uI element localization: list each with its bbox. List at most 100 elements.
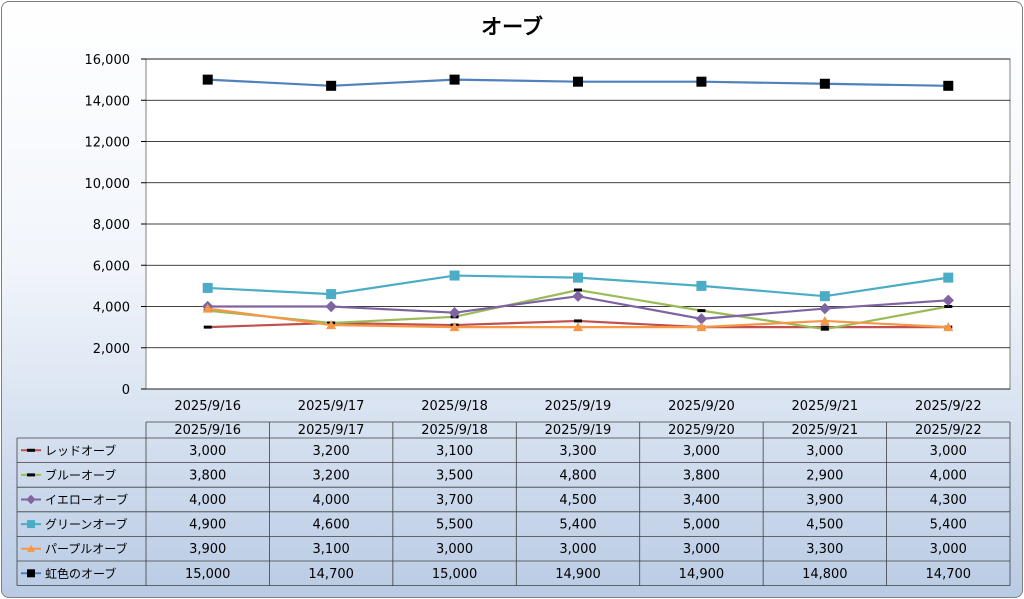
series-lines — [202, 74, 954, 332]
table-cell: 4,000 — [930, 468, 967, 483]
data-point — [819, 291, 830, 302]
chart-title: オーブ — [481, 15, 543, 39]
data-point — [819, 315, 830, 325]
table-cell: 3,100 — [436, 444, 473, 459]
x-tick-label: 2025/9/22 — [915, 399, 982, 414]
legend-key — [21, 569, 41, 578]
data-point — [27, 448, 35, 452]
table-cell: 5,500 — [436, 518, 473, 533]
data-point — [202, 282, 213, 293]
table-header-label: 2025/9/22 — [915, 423, 982, 438]
table-cell: 5,000 — [683, 518, 720, 533]
table-row: ブルーオーブ 3,800 3,200 3,500 4,800 3,800 2,900 4,00… — [21, 467, 967, 483]
data-point — [203, 325, 212, 329]
table-cell: 4,900 — [189, 518, 226, 533]
data-point — [944, 305, 953, 308]
data-point — [448, 306, 461, 319]
table-cell: 3,300 — [559, 444, 596, 459]
table-header-label: 2025/9/18 — [421, 423, 488, 438]
table-cell: 14,800 — [802, 567, 848, 582]
data-point — [697, 309, 706, 313]
table-cell: 3,700 — [436, 493, 473, 508]
table-cell: 4,000 — [313, 493, 350, 508]
table-cell: 14,700 — [308, 567, 354, 582]
y-tick-label: 10,000 — [85, 177, 131, 192]
table-cell: 3,000 — [930, 542, 967, 557]
data-point — [449, 270, 460, 281]
table-cell: 3,000 — [436, 542, 473, 557]
table-cell: 3,200 — [313, 468, 350, 483]
data-point — [573, 322, 583, 332]
legend-key — [21, 473, 41, 477]
data-point — [325, 300, 337, 313]
legend-label: パープルオーブ — [45, 541, 128, 556]
data-point — [27, 520, 35, 529]
data-point — [449, 74, 460, 85]
series-パープルオーブ — [202, 303, 954, 332]
data-point — [696, 280, 707, 291]
series-グリーンオーブ — [202, 270, 954, 302]
data-table: 2025/9/16 2025/9/17 2025/9/18 2025/9/19 2025… — [16, 421, 1011, 586]
data-point — [326, 289, 337, 300]
table-cell: 3,900 — [806, 493, 843, 508]
data-point — [27, 569, 35, 578]
table-cell: 3,000 — [559, 542, 596, 557]
table-cell: 5,400 — [559, 518, 596, 533]
legend-key — [21, 448, 41, 452]
legend-label: イエローオーブ — [45, 492, 128, 507]
table-header-label: 2025/9/21 — [792, 423, 859, 438]
legend-key — [21, 494, 41, 505]
x-tick-label: 2025/9/17 — [298, 399, 365, 414]
table-cell: 4,500 — [559, 493, 596, 508]
data-point — [326, 80, 337, 91]
table-cell: 15,000 — [432, 567, 478, 582]
legend-key — [21, 544, 41, 552]
table-row: イエローオーブ 4,000 4,000 3,700 4,500 3,400 3,900 4,3… — [21, 492, 967, 508]
table-cell: 3,800 — [189, 468, 226, 483]
legend-label: レッドオーブ — [45, 443, 116, 458]
data-point — [943, 80, 954, 91]
data-point — [820, 327, 829, 331]
y-axis-ticks: 0 2,000 4,000 6,000 8,000 10,000 12,000 14,000 1… — [85, 53, 146, 398]
data-point — [820, 325, 829, 329]
data-point — [943, 272, 954, 283]
legend-key — [21, 520, 41, 529]
table-cell: 14,700 — [926, 567, 972, 582]
table-cell: 4,300 — [930, 493, 967, 508]
legend-label: ブルーオーブ — [45, 467, 116, 482]
table-header-label: 2025/9/16 — [174, 423, 241, 438]
table-cell: 4,000 — [189, 493, 226, 508]
x-tick-label: 2025/9/16 — [174, 399, 241, 414]
table-cell: 14,900 — [679, 567, 725, 582]
data-point — [573, 76, 583, 87]
table-cell: 3,000 — [806, 444, 843, 459]
series-虹色のオーブ — [202, 74, 954, 91]
legend-label: 虹色のオーブ — [45, 566, 116, 581]
x-tick-label: 2025/9/19 — [545, 399, 612, 414]
table-header-label: 2025/9/20 — [668, 423, 735, 438]
data-point — [819, 78, 830, 89]
data-point — [942, 294, 954, 307]
x-axis-ticks: 2025/9/16 2025/9/17 2025/9/18 2025/9/19 2025… — [174, 399, 981, 414]
table-cell: 4,800 — [559, 468, 596, 483]
data-point — [574, 319, 582, 323]
y-tick-label: 4,000 — [93, 301, 130, 316]
table-cell: 3,000 — [683, 542, 720, 557]
table-cell: 3,400 — [683, 493, 720, 508]
table-cell: 3,100 — [313, 542, 350, 557]
data-point — [819, 302, 831, 315]
table-cell: 2,900 — [806, 468, 843, 483]
table-cell: 5,400 — [930, 518, 967, 533]
table-cell: 4,600 — [313, 518, 350, 533]
data-point — [27, 473, 35, 477]
data-point — [202, 303, 213, 313]
legend-label: グリーンオーブ — [45, 517, 128, 532]
data-point — [26, 494, 36, 505]
y-tick-label: 6,000 — [93, 259, 130, 274]
table-cell: 3,800 — [683, 468, 720, 483]
y-tick-label: 14,000 — [85, 94, 131, 109]
data-point — [572, 290, 584, 302]
data-point — [573, 272, 583, 283]
